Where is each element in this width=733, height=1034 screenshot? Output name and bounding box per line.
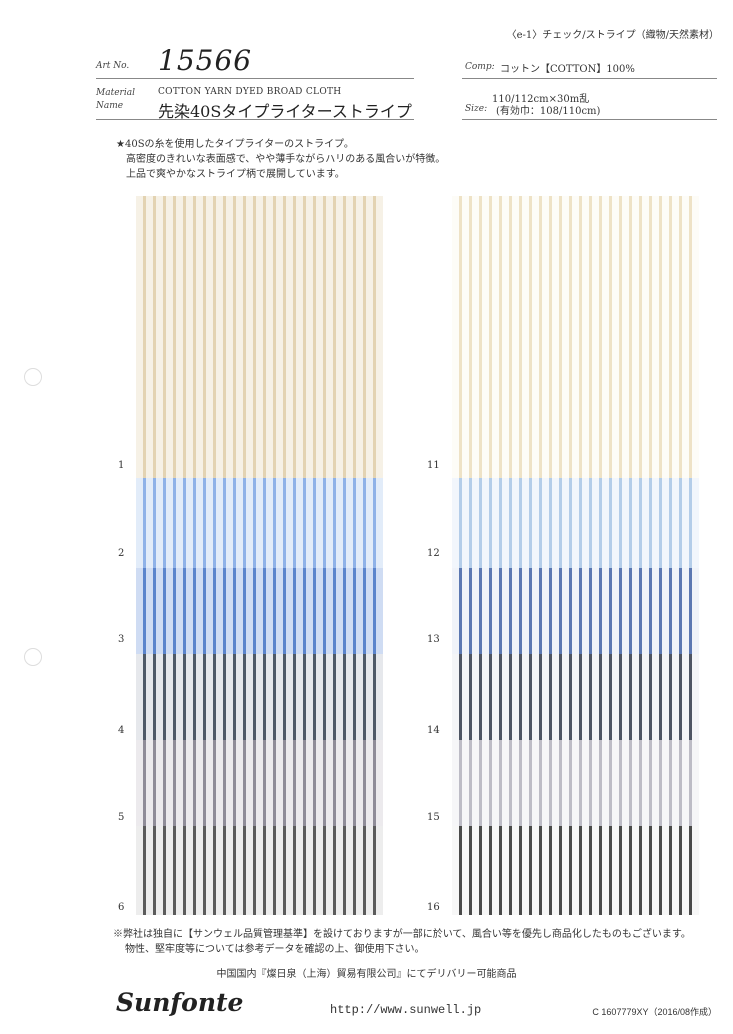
fabric-swatch bbox=[136, 654, 383, 740]
name-divider-left bbox=[96, 119, 414, 120]
header-divider-left bbox=[96, 78, 414, 79]
description-line: ★40Sの糸を使用したタイプライターのストライプ。 bbox=[116, 139, 354, 150]
punch-hole-bottom bbox=[24, 648, 42, 666]
notes: ※弊社は独自に【サンウェル品質管理基準】を設けておりますが一部に於いて、風合い等… bbox=[113, 927, 691, 957]
header-divider-right bbox=[462, 78, 717, 79]
fabric-swatch bbox=[136, 478, 383, 568]
comp-value: コットン【COTTON】100% bbox=[500, 64, 635, 75]
website-url[interactable]: http://www.sunwell.jp bbox=[330, 1003, 482, 1017]
swatch-number: 16 bbox=[427, 902, 440, 913]
name-label: Name bbox=[96, 101, 124, 111]
swatch-number: 2 bbox=[118, 548, 125, 559]
comp-label: Comp: bbox=[465, 62, 495, 72]
fabric-swatch bbox=[452, 568, 699, 654]
size-value: (有効巾：108/110cm) bbox=[496, 106, 601, 117]
fabric-swatch bbox=[452, 196, 699, 478]
fabric-swatch bbox=[136, 568, 383, 654]
width-length: 110/112cm×30m乱 bbox=[492, 94, 590, 105]
fabric-swatch bbox=[452, 654, 699, 740]
swatch-number: 6 bbox=[118, 902, 125, 913]
size-label: Size: bbox=[465, 104, 488, 114]
material-english: COTTON YARN DYED BROAD CLOTH bbox=[158, 87, 342, 97]
swatch-number: 13 bbox=[427, 634, 440, 645]
fabric-swatch bbox=[136, 196, 383, 478]
fabric-swatch bbox=[452, 478, 699, 568]
sunfonte-logo: Sunfonte bbox=[116, 988, 244, 1017]
description-line: 高密度のきれいな表面感で、やや薄手ながらハリのある風合いが特徴。 bbox=[126, 154, 446, 165]
fabric-swatch bbox=[136, 826, 383, 915]
material-label: Material bbox=[96, 88, 135, 98]
swatch-number: 1 bbox=[118, 460, 125, 471]
swatch-number: 14 bbox=[427, 725, 440, 736]
art-number: 15566 bbox=[158, 44, 253, 77]
description: ★40Sの糸を使用したタイプライターのストライプ。 高密度のきれいな表面感で、や… bbox=[116, 137, 445, 182]
fabric-swatch bbox=[136, 740, 383, 826]
name-divider-right bbox=[462, 119, 717, 120]
note-line: 物性、堅牢度等については参考データを確認の上、御使用下さい。 bbox=[125, 944, 425, 955]
art-no-label: Art No. bbox=[96, 61, 130, 71]
category-label: 〈e-1〉チェック/ストライプ（織物/天然素材） bbox=[506, 30, 719, 41]
fabric-swatch bbox=[452, 826, 699, 915]
delivery-note: 中国国内『燦日泉（上海）貿易有限公司』にてデリバリー可能商品 bbox=[216, 969, 517, 980]
swatch-number: 4 bbox=[118, 725, 125, 736]
product-name: 先染40Sタイプライターストライプ bbox=[158, 102, 412, 121]
punch-hole-top bbox=[24, 368, 42, 386]
note-line: ※弊社は独自に【サンウェル品質管理基準】を設けておりますが一部に於いて、風合い等… bbox=[113, 929, 691, 940]
swatch-number: 15 bbox=[427, 812, 440, 823]
document-code: C 1607779XY（2016/08作成） bbox=[592, 1007, 717, 1017]
description-line: 上品で爽やかなストライプ柄で展開しています。 bbox=[126, 169, 345, 180]
swatch-number: 11 bbox=[427, 460, 440, 471]
swatch-number: 3 bbox=[118, 634, 125, 645]
swatch-number: 5 bbox=[118, 812, 125, 823]
swatch-number: 12 bbox=[427, 548, 440, 559]
fabric-swatch bbox=[452, 740, 699, 826]
